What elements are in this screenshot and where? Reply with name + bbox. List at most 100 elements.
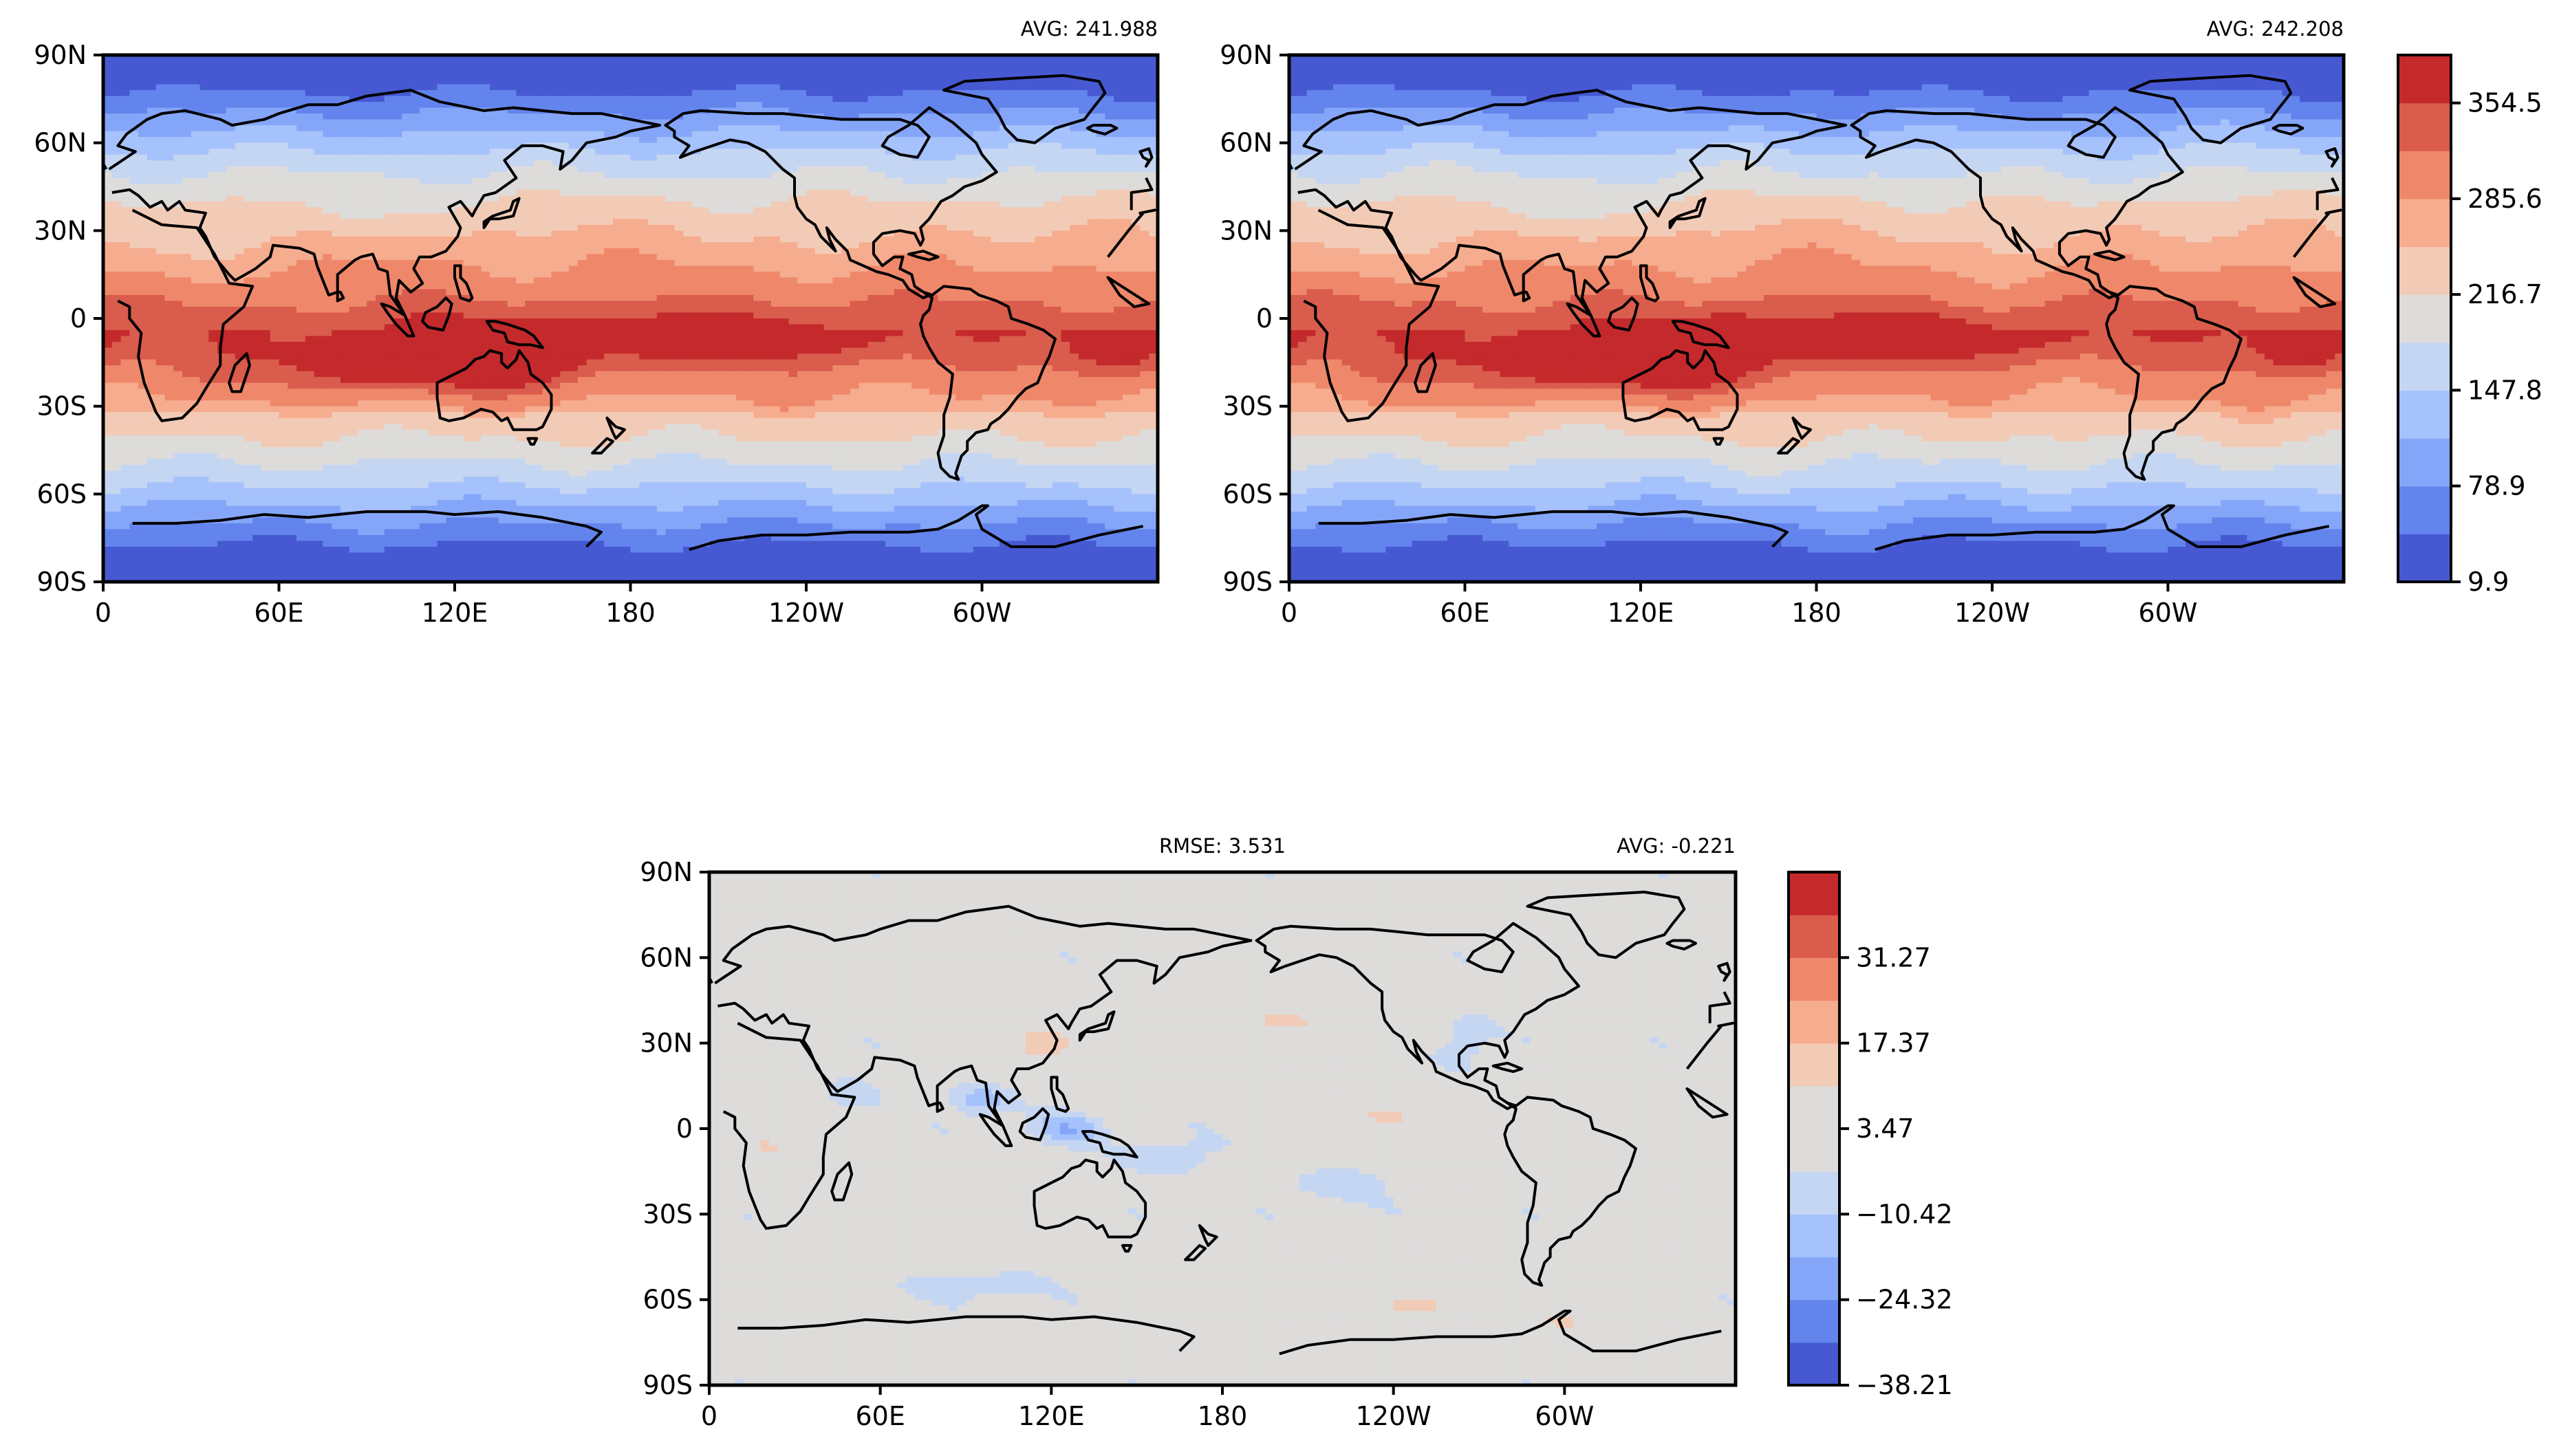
x-tick-label: 120W: [1954, 598, 2030, 628]
coastline-greenland: [1526, 891, 1686, 959]
x-tick-label: 180: [1791, 598, 1842, 628]
coastline-australia: [435, 349, 553, 431]
colorbar-band: [2398, 55, 2451, 104]
coastline-borneo: [421, 296, 453, 332]
avg-label-left: AVG: 241.988: [1021, 17, 1158, 41]
coastline-philippines: [1050, 1076, 1070, 1113]
coastline-newZealandS: [1184, 1243, 1207, 1261]
x-tick-label: 60W: [2139, 598, 2198, 628]
coastline-tasmania: [1712, 437, 1725, 446]
map-panel-difference: 0 60E 120E 180 120W 60W 90N 60N 30N 0 30S 60S 90S R…: [640, 834, 1738, 1431]
coastline-layer-left: [103, 74, 1158, 550]
field-layer-right: [1289, 55, 2344, 582]
y-axis-difference: 90N 60N 30N 0 30S 60S 90S: [640, 857, 709, 1400]
coastline-borneo: [1607, 296, 1639, 332]
coastline-sriLanka: [936, 1101, 944, 1113]
coastline-eurasia: [714, 904, 1734, 1127]
colorbar-band: [2398, 486, 2451, 534]
coastline-cuba: [1491, 1061, 1524, 1074]
coastline-newGuinea: [1671, 320, 1730, 349]
colorbar-band: [1789, 1085, 1839, 1129]
x-tick-label: 180: [1198, 1401, 1248, 1431]
y-tick-label: 60N: [1220, 128, 1273, 158]
coastline-northAmerica: [1255, 922, 1581, 1110]
y-tick-label: 0: [676, 1113, 693, 1144]
coastline-southAmerica: [1503, 1096, 1637, 1287]
coastline-newZealandN: [1198, 1224, 1218, 1247]
colorbar-band: [2398, 342, 2451, 391]
coastline-australia: [1033, 1158, 1147, 1239]
coastline-sriLanka: [1522, 290, 1531, 303]
y-tick-label: 30S: [37, 391, 87, 422]
coastline-iceland: [1665, 939, 1697, 950]
coastline-australia: [1621, 349, 1739, 431]
x-tick-label: 0: [701, 1401, 717, 1431]
rmse-label: RMSE: 3.531: [1159, 834, 1286, 858]
field-layer-left: [103, 55, 1158, 582]
y-tick-label: 90S: [37, 567, 87, 597]
coastline-greenland: [942, 74, 1107, 144]
x-axis-right: 0 60E 120E 180 120W 60W: [1281, 582, 2198, 628]
y-axis-left: 90N 60N 30N 0 30S 60S 90S: [34, 40, 103, 597]
y-tick-label: 30N: [640, 1028, 693, 1058]
coastline-sumatra: [978, 1113, 1013, 1147]
coastline-newGuinea: [485, 320, 544, 349]
coastline-newZealandN: [605, 416, 626, 440]
y-tick-label: 60N: [34, 128, 87, 158]
y-tick-label: 60S: [37, 479, 87, 509]
y-tick-label: 60S: [1223, 479, 1273, 509]
colorbar-tick-label: 3.47: [1856, 1113, 1914, 1144]
coastline-eurasia: [1294, 89, 2342, 317]
colorbar-tick-label: 147.8: [2468, 375, 2542, 405]
y-tick-label: 60S: [643, 1285, 693, 1315]
x-tick-label: 120W: [768, 598, 844, 628]
y-tick-label: 90S: [643, 1370, 693, 1400]
x-tick-label: 60E: [855, 1401, 905, 1431]
coastline-southAmerica: [919, 285, 1057, 481]
avg-label-difference: AVG: -0.221: [1617, 834, 1736, 858]
coastline-cuba: [907, 250, 940, 261]
colorbar-band: [2398, 534, 2451, 583]
colorbar-band: [1789, 1214, 1839, 1258]
x-tick-label: 60W: [1535, 1401, 1594, 1431]
coastline-philippines: [1639, 264, 1660, 303]
colorbar-band: [2398, 102, 2451, 151]
colorbar-tick-label: −10.42: [1856, 1199, 1953, 1229]
x-tick-label: 0: [1281, 598, 1297, 628]
coastline-newGuinea: [1081, 1130, 1138, 1159]
colorbar-band: [2398, 294, 2451, 343]
field-layer-difference: [709, 872, 1736, 1385]
colorbar-band: [1789, 1171, 1839, 1215]
y-tick-label: 90N: [1220, 40, 1273, 70]
colorbar-band: [1789, 1000, 1839, 1044]
x-axis-left: 0 60E 120E 180 120W 60W: [95, 582, 1011, 628]
coastline-cuba: [2093, 250, 2126, 261]
coastline-madagascar: [830, 1161, 854, 1202]
x-tick-label: 120W: [1356, 1401, 1432, 1431]
colorbar-tick-label: −24.32: [1856, 1285, 1953, 1315]
colorbar-band: [2398, 246, 2451, 295]
colorbar-band: [1789, 1299, 1839, 1343]
x-axis-difference: 0 60E 120E 180 120W 60W: [701, 1385, 1594, 1431]
colorbar-tick-label: −38.21: [1856, 1370, 1953, 1400]
coastline-tasmania: [1121, 1243, 1133, 1253]
coastline-tasmania: [526, 437, 539, 446]
coastline-philippines: [453, 264, 474, 303]
y-axis-right: 90N 60N 30N 0 30S 60S 90S: [1220, 40, 1289, 597]
y-tick-label: 0: [1256, 303, 1273, 334]
y-tick-label: 0: [70, 303, 87, 334]
colorbar-band: [2398, 151, 2451, 199]
x-tick-label: 60E: [1440, 598, 1489, 628]
colorbar-band: [1789, 872, 1839, 915]
colorbar-band: [2398, 438, 2451, 487]
colorbar-band: [2398, 390, 2451, 439]
colorbar-band: [1789, 1257, 1839, 1301]
colorbar-tick-label: 31.27: [1856, 942, 1931, 973]
x-tick-label: 60E: [254, 598, 303, 628]
colorbar-band: [1789, 915, 1839, 958]
x-tick-label: 120E: [422, 598, 488, 628]
map-panel-right: 0 60E 120E 180 120W 60W 90N 60N 30N 0 30S 60S 90S A…: [1220, 17, 2346, 628]
colorbar-tick-label: 216.7: [2468, 279, 2542, 309]
map-panel-left: 0 60E 120E 180 120W 60W 90N 60N 30N 0 30S 60S 90S A…: [34, 17, 1160, 628]
colorbar-band: [2398, 198, 2451, 248]
